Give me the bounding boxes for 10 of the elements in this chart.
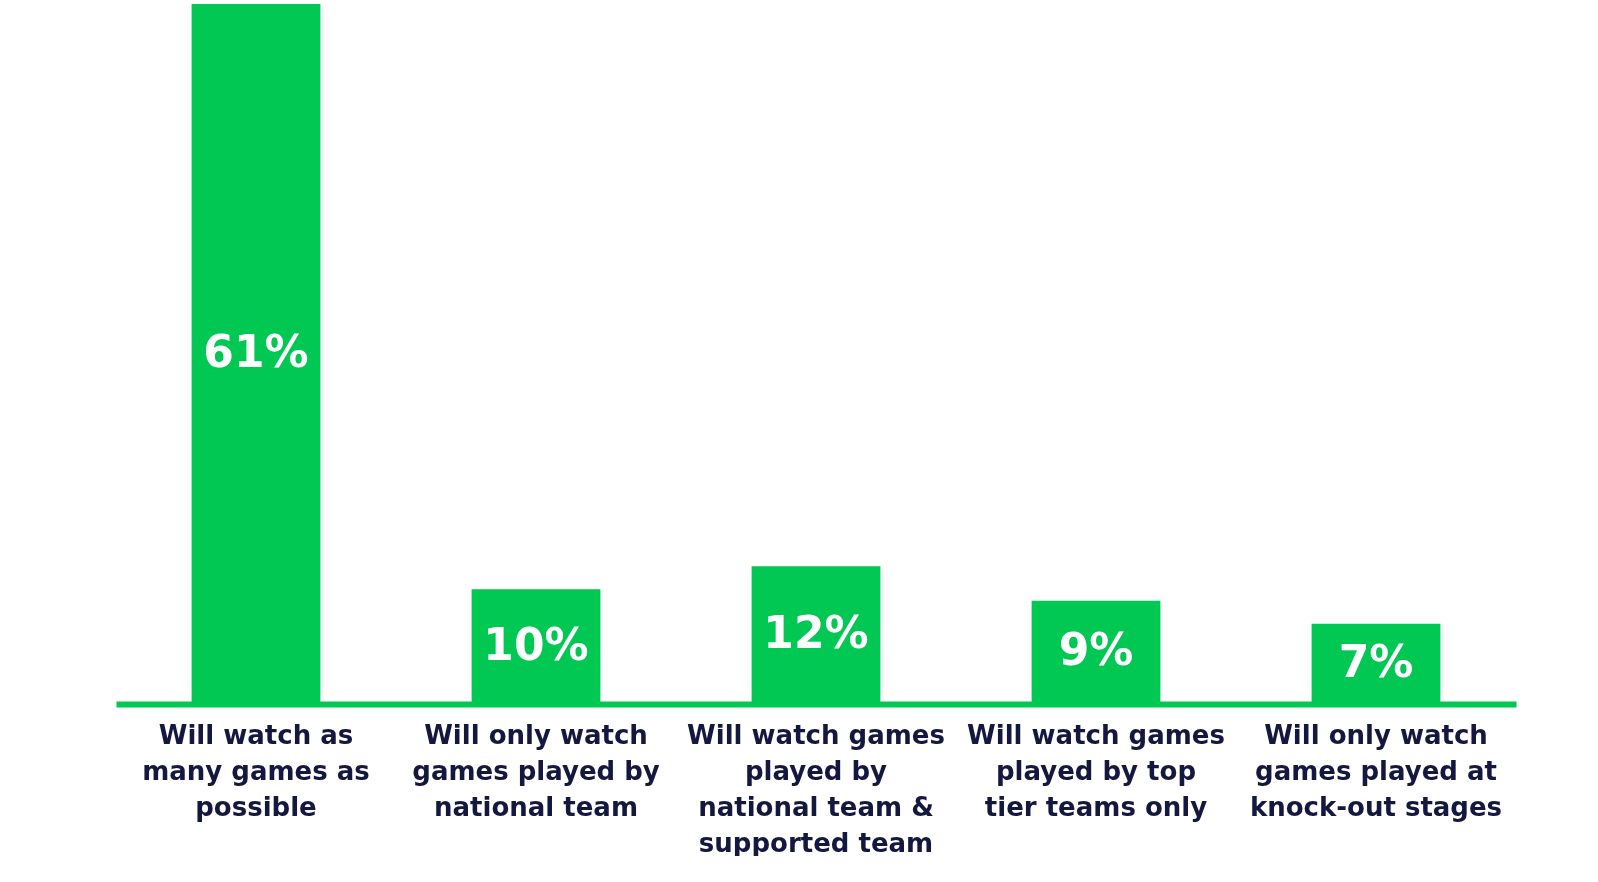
- x-tick-label: Will watch as many games as possible: [142, 719, 370, 822]
- data-label: 12%: [763, 607, 869, 659]
- x-tick-label: Will watch games played by national team & supported team: [687, 719, 945, 858]
- x-tick-label: Will only watch games played at knock-out stages: [1249, 719, 1503, 822]
- data-label: 10%: [483, 618, 589, 670]
- x-tick-label: Will watch games played by top tier teams only: [967, 719, 1225, 822]
- data-label: 61%: [203, 326, 309, 377]
- data-label: 9%: [1058, 624, 1134, 676]
- data-label: 7%: [1338, 635, 1414, 687]
- x-tick-label: Will only watch games played by national team: [412, 719, 660, 822]
